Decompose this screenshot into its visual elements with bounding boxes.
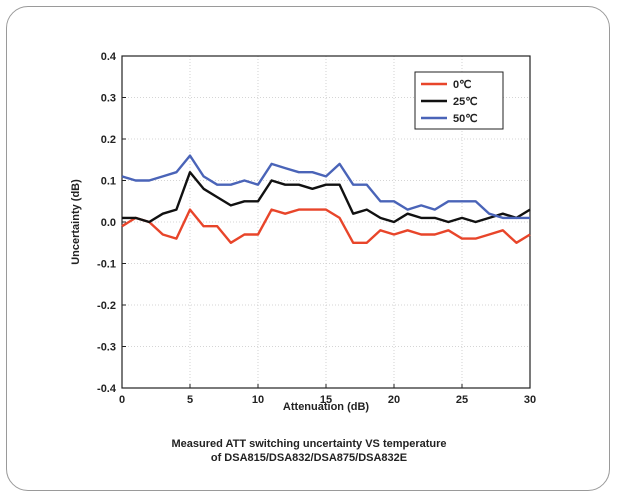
x-tick-label: 20 (388, 394, 400, 406)
y-tick-label: -0.3 (97, 342, 116, 354)
x-tick-label: 0 (119, 394, 125, 406)
y-tick-label: 0.4 (101, 51, 117, 63)
y-tick-label: 0.2 (101, 134, 116, 146)
legend: 0℃ 25℃ 50℃ (414, 71, 504, 130)
y-tick-label: 0.3 (101, 93, 116, 105)
caption-line-1: Measured ATT switching uncertainty VS te… (171, 438, 447, 450)
figure-card (6, 6, 610, 491)
axis-ticks: -0.4 -0.3 -0.2 -0.1 0.0 0.1 0.2 0.3 0.4 0 5 10 15 20 2… (97, 51, 536, 406)
x-tick-label: 10 (252, 394, 264, 406)
legend-label: 50℃ (453, 113, 478, 125)
x-tick-label: 15 (320, 394, 332, 406)
series-line-0 (121, 208, 531, 245)
y-tick-label: 0.1 (101, 176, 116, 188)
y-axis-title: Uncertainty (dB) (70, 179, 82, 265)
x-tick-label: 30 (524, 394, 536, 406)
series-line-1 (122, 170, 531, 224)
y-tick-label: -0.2 (97, 300, 116, 312)
x-tick-label: 5 (187, 394, 193, 406)
x-axis-title: Attenuation (dB) (283, 401, 369, 413)
legend-label: 25℃ (453, 96, 478, 108)
x-tick-label: 25 (456, 394, 468, 406)
series-line-2 (121, 154, 530, 220)
legend-label: 0℃ (453, 79, 471, 91)
y-tick-label: 0.0 (101, 217, 116, 229)
y-tick-label: -0.4 (97, 383, 117, 395)
y-tick-label: -0.1 (97, 259, 116, 271)
series-lines (121, 154, 531, 245)
caption-line-2: of DSA815/DSA832/DSA875/DSA832E (210, 452, 408, 464)
